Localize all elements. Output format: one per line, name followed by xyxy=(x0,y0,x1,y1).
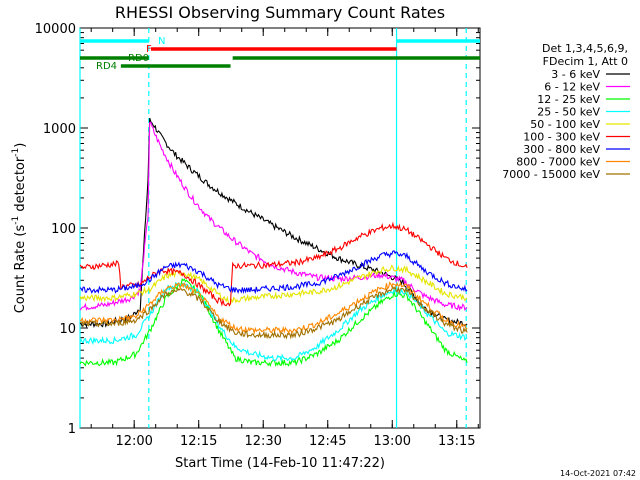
x-tick-label: 12:15 xyxy=(180,434,217,449)
legend-label: 800 - 7000 keV xyxy=(516,156,600,169)
legend-header-decimation: FDecim 1, Att 0 xyxy=(543,55,628,68)
series-line-1 xyxy=(79,121,468,312)
legend-label: 6 - 12 keV xyxy=(544,81,600,94)
y-tick-label: 1 xyxy=(68,422,76,437)
legend-label: 300 - 800 keV xyxy=(523,143,600,156)
series-line-4 xyxy=(79,264,468,305)
footer-timestamp: 14-Oct-2021 07:42 xyxy=(560,469,636,478)
legend-label: 100 - 300 keV xyxy=(523,131,600,144)
series-line-8 xyxy=(79,285,468,340)
series-line-5 xyxy=(79,221,468,307)
series-line-6 xyxy=(79,250,468,295)
y-tick-label: 1000 xyxy=(43,122,76,137)
series-line-3 xyxy=(79,281,468,362)
chart-title: RHESSI Observing Summary Count Rates xyxy=(115,3,445,22)
y-tick-label: 100 xyxy=(51,222,76,237)
legend-label: 25 - 50 keV xyxy=(537,106,600,119)
legend-header-detectors: Det 1,3,4,5,6,9, xyxy=(542,42,628,55)
flag-bar-label: RD4 xyxy=(96,61,117,72)
legend-label: 7000 - 15000 keV xyxy=(502,168,600,181)
y-tick-label: 10 xyxy=(59,322,76,337)
legend-label: 50 - 100 keV xyxy=(530,118,600,131)
flag-bar-label: RD0 xyxy=(128,53,149,64)
x-tick-label: 12:00 xyxy=(115,434,152,449)
y-tick-label: 10000 xyxy=(35,22,76,37)
x-axis-label: Start Time (14-Feb-10 11:47:22) xyxy=(175,456,385,471)
x-tick-label: 12:30 xyxy=(244,434,281,449)
legend-label: 12 - 25 keV xyxy=(537,93,600,106)
x-tick-label: 13:00 xyxy=(374,434,411,449)
legend-label: 3 - 6 keV xyxy=(551,68,600,81)
flag-bar-label: F xyxy=(146,44,152,55)
y-axis-label: Count Rate (s-1 detector-1) xyxy=(11,143,28,314)
x-tick-label: 13:15 xyxy=(438,434,475,449)
x-tick-label: 12:45 xyxy=(309,434,346,449)
flag-bar-label: N xyxy=(158,36,165,47)
